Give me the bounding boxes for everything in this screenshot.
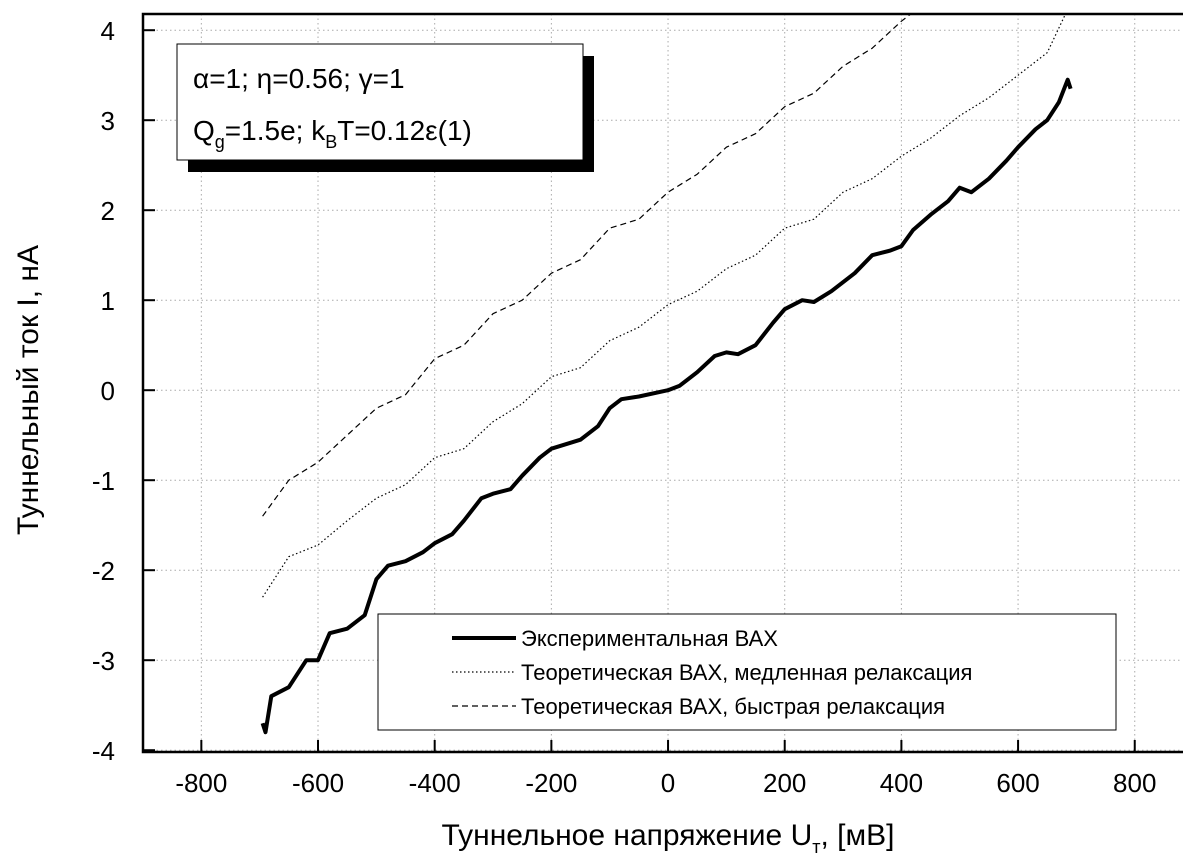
x-tick-label: 200	[763, 768, 806, 798]
legend-label: Теоретическая ВАХ, медленная релаксация	[521, 660, 972, 685]
y-tick-label: -3	[92, 646, 115, 676]
y-tick-label: -2	[92, 556, 115, 586]
annotation-line: α=1; η=0.56; γ=1	[193, 63, 405, 94]
x-tick-label: 800	[1113, 768, 1156, 798]
x-tick-label: 400	[880, 768, 923, 798]
series-line	[262, 14, 912, 517]
x-label-sub: т	[812, 837, 820, 857]
legend: Экспериментальная ВАХ Теоретическая ВАХ, …	[377, 613, 1117, 731]
y-tick-label: -4	[92, 736, 115, 766]
y-tick-label: 2	[101, 196, 115, 226]
annotation-line: Qg=1.5e; kBT=0.12ε(1)	[193, 115, 472, 152]
x-tick-label: 600	[996, 768, 1039, 798]
x-tick-label: -200	[525, 768, 577, 798]
x-tick-label: -800	[175, 768, 227, 798]
x-tick-label: -400	[409, 768, 461, 798]
annotation-sub: g	[215, 132, 225, 152]
series-line	[260, 77, 1073, 735]
x-label-part: Туннельное напряжение U	[442, 819, 813, 852]
legend-label: Экспериментальная ВАХ	[521, 626, 778, 651]
y-tick-label: 1	[101, 286, 115, 316]
x-axis-label: Туннельное напряжение Uт, [мВ]	[442, 819, 895, 857]
y-tick-label: 4	[101, 16, 115, 46]
annotation-box: α=1; η=0.56; γ=1 Qg=1.5e; kBT=0.12ε(1)	[176, 43, 594, 172]
series-line	[262, 14, 1067, 598]
annotation-frame	[176, 43, 584, 161]
y-tick-label: -1	[92, 466, 115, 496]
plot-frame	[141, 12, 1183, 754]
x-label-part: , [мВ]	[821, 819, 895, 852]
x-tick-label: -600	[292, 768, 344, 798]
annotation-part: Q	[193, 115, 215, 146]
y-axis-label: Туннельный ток I, нА	[12, 245, 45, 535]
y-tick-label: 3	[101, 106, 115, 136]
axes: -800 -600 -400 -200 0 200 400 600 800 -4 -3 -2 -1 0 1 2…	[92, 12, 1183, 798]
legend-label: Теоретическая ВАХ, быстрая релаксация	[521, 694, 945, 719]
annotation-part: T=0.12ε(1)	[337, 115, 472, 146]
annotation-sub: B	[325, 132, 337, 152]
plot-lines	[260, 14, 1073, 735]
x-tick-label: 0	[661, 768, 675, 798]
y-tick-label: 0	[101, 376, 115, 406]
annotation-part: =1.5e; k	[225, 115, 326, 146]
